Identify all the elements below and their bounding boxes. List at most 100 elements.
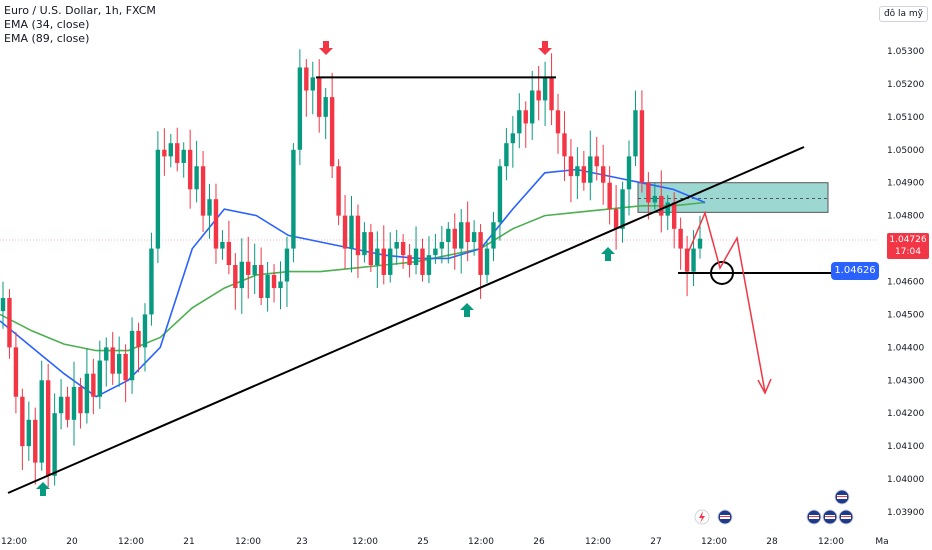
currency-selector[interactable]: đô la mỹ <box>878 6 928 22</box>
flag-stripe-icon <box>720 516 730 517</box>
candle-body <box>581 166 587 183</box>
candle-body <box>78 386 83 414</box>
candle-body <box>13 347 19 397</box>
candle-body <box>671 202 677 229</box>
price-tick-label: 1.05300 <box>887 47 924 57</box>
candle-body <box>620 189 625 229</box>
ema34-path <box>0 168 706 398</box>
candle-body <box>175 143 180 163</box>
candle-body <box>258 265 264 298</box>
time-tick-label: 12:00 <box>818 537 844 547</box>
candle-body <box>394 241 399 249</box>
candle-body <box>155 149 161 249</box>
candle-body <box>388 248 393 275</box>
candle-body <box>691 248 696 272</box>
time-tick-label: 25 <box>417 537 428 547</box>
candle-body <box>226 241 232 266</box>
candle-body <box>484 248 490 275</box>
legend-symbol[interactable]: Euro / U.S. Dollar, 1h, FXCM <box>4 4 156 17</box>
candle-body <box>452 228 457 249</box>
candle-body <box>549 77 554 111</box>
candle-body <box>239 261 244 289</box>
candle-body <box>355 215 361 256</box>
candle-body <box>187 149 193 190</box>
time-tick-label: 12:00 <box>352 537 378 547</box>
forecast-arrowhead <box>757 378 772 395</box>
price-tick-label: 1.04300 <box>887 376 924 386</box>
candle-body <box>517 110 522 134</box>
ema89-path <box>0 201 706 352</box>
countdown-value: 17:04 <box>895 247 921 257</box>
candle-body <box>426 255 432 275</box>
candle-body <box>413 248 419 266</box>
candle-body <box>97 360 103 397</box>
candle-body <box>91 373 96 397</box>
candle-body <box>104 347 109 361</box>
candle-body <box>149 248 154 315</box>
candle-body <box>246 261 251 275</box>
candle-body <box>562 133 567 157</box>
candle-body <box>349 215 354 249</box>
candle-body <box>575 166 580 177</box>
candle-body <box>652 195 658 203</box>
candle-body <box>491 222 496 249</box>
price-tick-label: 1.03900 <box>887 508 924 518</box>
candle-body <box>26 419 32 447</box>
candle-body <box>478 232 483 275</box>
candle-body <box>58 396 64 414</box>
candle-body <box>304 67 309 91</box>
candle-body <box>342 215 348 249</box>
candle-body <box>497 166 503 223</box>
candle-body <box>7 297 12 348</box>
candle-body <box>65 396 70 420</box>
candle-body <box>400 241 406 256</box>
candles <box>0 49 703 488</box>
candle-body <box>310 77 315 91</box>
candle-body <box>317 77 322 117</box>
time-tick-label: Ma <box>875 537 888 547</box>
candle-body <box>362 232 367 256</box>
candle-body <box>252 265 257 275</box>
price-tick-label: 1.04200 <box>887 409 924 419</box>
last-price-value: 1.04726 <box>889 235 927 245</box>
price-tick-label: 1.04100 <box>887 442 924 452</box>
candle-body <box>39 380 44 463</box>
legend-ema89[interactable]: EMA (89, close) <box>4 32 90 45</box>
time-tick-label: 28 <box>766 537 778 547</box>
price-axis-bg <box>878 0 932 550</box>
event-icons <box>694 489 854 525</box>
candle-body <box>265 274 270 298</box>
breakout-circle <box>710 260 734 285</box>
time-tick-label: 21 <box>183 537 194 547</box>
candle-body <box>116 353 122 374</box>
time-tick-label: 12:00 <box>701 537 727 547</box>
sell-arrow-left <box>319 41 333 55</box>
price-axis[interactable]: 1.05300 1.05200 1.05100 1.05000 1.04900 1.048… <box>878 0 932 550</box>
sell-arrow-right <box>538 41 552 55</box>
candle-body <box>336 166 341 216</box>
candle-body <box>52 413 57 476</box>
candle-body <box>168 143 173 157</box>
level-badge: 1.04626 <box>831 262 879 280</box>
time-axis[interactable]: 12:00 20 12:00 21 12:00 23 12:00 25 12:00 26 12:00… <box>0 530 932 550</box>
legend-ema34[interactable]: EMA (34, close) <box>4 18 90 31</box>
candle-body <box>613 209 619 229</box>
candle-body <box>678 228 683 249</box>
candle-body <box>697 238 703 249</box>
candle-body <box>626 156 632 190</box>
price-tick-label: 1.05100 <box>887 113 924 123</box>
forecast-path <box>687 210 766 393</box>
candle-body <box>0 297 6 312</box>
time-axis-bg <box>0 530 932 550</box>
candle-body <box>523 110 528 124</box>
candle-body <box>162 149 167 157</box>
time-tick-label: 27 <box>650 537 661 547</box>
price-tick-label: 1.04400 <box>887 343 924 353</box>
candle-body <box>329 97 335 167</box>
ema34-line <box>0 168 706 398</box>
candle-body <box>471 232 477 242</box>
candle-body <box>136 330 141 348</box>
candle-body <box>555 110 561 134</box>
last-price-badge: 1.04726 17:04 <box>887 233 929 259</box>
